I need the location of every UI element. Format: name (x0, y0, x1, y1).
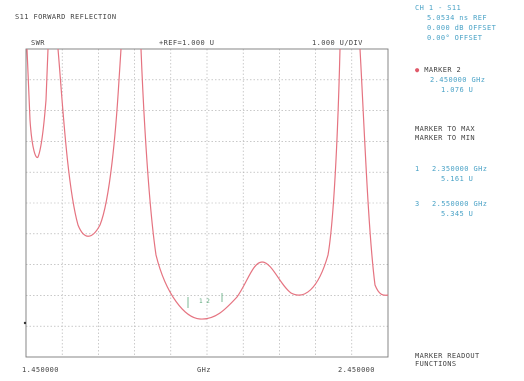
marker-to-min-softkey[interactable]: MARKER TO MIN (415, 134, 475, 142)
svg-text:1 2: 1 2 (199, 298, 210, 305)
active-marker[interactable]: ● MARKER 2 (415, 66, 461, 74)
active-marker-label: MARKER 2 (424, 66, 462, 74)
marker-3-freq: 2.550000 GHz (432, 200, 488, 208)
marker-3-value: 5.345 U (441, 210, 474, 218)
active-marker-value: 1.076 U (441, 86, 474, 94)
marker-1-freq: 2.350000 GHz (432, 165, 488, 173)
marker-to-max-softkey[interactable]: MARKER TO MAX (415, 125, 475, 133)
channel-offset-db: 0.000 dB OFFSET (427, 24, 497, 32)
marker-annotation: 1 2 (187, 293, 223, 308)
softkey-line-2: FUNCTIONS (415, 360, 457, 368)
graticule (25, 48, 389, 358)
active-marker-freq: 2.450000 GHz (430, 76, 486, 84)
format-label: SWR (31, 39, 45, 47)
x-start-label: 1.450000 (22, 366, 59, 374)
softkey-line-1: MARKER READOUT (415, 352, 480, 360)
channel-ref: 5.0534 ns REF (427, 14, 487, 22)
marker-3-number: 3 (415, 200, 420, 208)
ref-readout: +REF=1.000 U (159, 39, 215, 47)
marker-readout-softkey[interactable]: MARKER READOUT FUNCTIONS (415, 352, 480, 368)
x-stop-label: 2.450000 (338, 366, 375, 374)
x-unit-label: GHz (197, 366, 211, 374)
marker-1-number: 1 (415, 165, 420, 173)
plot-subtitle: S11 FORWARD REFLECTION (15, 13, 117, 21)
s11-trace (26, 48, 389, 320)
channel-offset-deg: 0.00° OFFSET (427, 34, 483, 42)
graticule-border (25, 48, 389, 358)
marker-1-value: 5.161 U (441, 175, 474, 183)
active-marker-bullet-icon: ● (415, 66, 420, 74)
ref-position-dot (23, 321, 27, 325)
channel-title: CH 1 - S11 (415, 4, 462, 12)
scale-readout: 1.000 U/DIV (312, 39, 363, 47)
